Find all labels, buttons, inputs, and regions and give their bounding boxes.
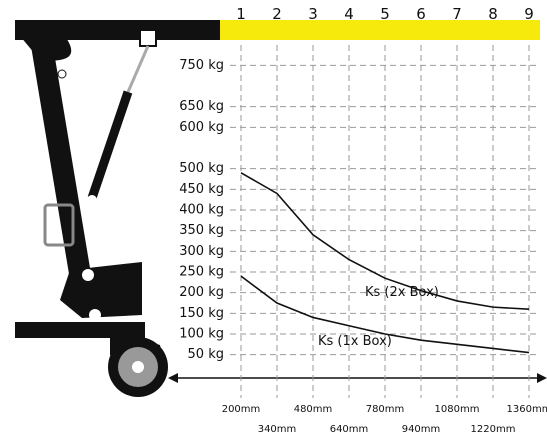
bolt xyxy=(82,269,94,281)
series-line xyxy=(240,172,530,310)
x-tick-label: 1080mm xyxy=(435,404,480,415)
y-tick-label: 500 kg xyxy=(179,161,224,176)
bolt xyxy=(87,195,97,205)
crane-illustration xyxy=(15,20,540,397)
piston xyxy=(87,90,133,200)
y-tick-label: 450 kg xyxy=(179,182,224,197)
wheel-axle xyxy=(132,361,144,373)
position-label: 2 xyxy=(272,5,282,23)
y-tick-label: 750 kg xyxy=(179,58,224,73)
x-tick-label: 1360mm xyxy=(507,404,547,415)
position-label: 7 xyxy=(452,5,462,23)
y-tick-label: 400 kg xyxy=(179,203,224,218)
arrow-head xyxy=(168,373,178,383)
position-label: 4 xyxy=(344,5,354,23)
y-tick-label: 650 kg xyxy=(179,99,224,114)
y-tick-label: 350 kg xyxy=(179,223,224,238)
x-tick-label: 340mm xyxy=(258,424,297,435)
position-label: 1 xyxy=(236,5,246,23)
bolt xyxy=(57,69,67,79)
series-label: Ks (2x Box) xyxy=(365,285,439,300)
y-tick-label: 50 kg xyxy=(188,347,224,362)
arrow-head xyxy=(537,373,547,383)
x-tick-label: 1220mm xyxy=(471,424,516,435)
y-tick-label: 150 kg xyxy=(179,306,224,321)
mast xyxy=(30,40,92,280)
y-tick-label: 200 kg xyxy=(179,285,224,300)
series-line xyxy=(240,275,530,354)
position-label: 9 xyxy=(524,5,534,23)
x-tick-label: 200mm xyxy=(222,404,261,415)
position-label: 6 xyxy=(416,5,426,23)
position-label: 3 xyxy=(308,5,318,23)
series-label: Ks (1x Box) xyxy=(318,334,392,349)
boom-clamp xyxy=(139,29,157,47)
position-bar xyxy=(220,20,540,40)
position-label: 8 xyxy=(488,5,498,23)
y-tick-label: 250 kg xyxy=(179,265,224,280)
y-tick-label: 600 kg xyxy=(179,120,224,135)
x-tick-label: 780mm xyxy=(366,404,405,415)
base-plate xyxy=(60,262,142,318)
position-label: 5 xyxy=(380,5,390,23)
x-tick-label: 640mm xyxy=(330,424,369,435)
y-tick-label: 300 kg xyxy=(179,244,224,259)
handle xyxy=(43,203,75,247)
y-tick-label: 100 kg xyxy=(179,327,224,342)
x-tick-label: 480mm xyxy=(294,404,333,415)
bolt xyxy=(89,309,101,321)
x-tick-label: 940mm xyxy=(402,424,441,435)
boom-bar xyxy=(15,20,220,40)
piston-rod xyxy=(126,45,150,93)
